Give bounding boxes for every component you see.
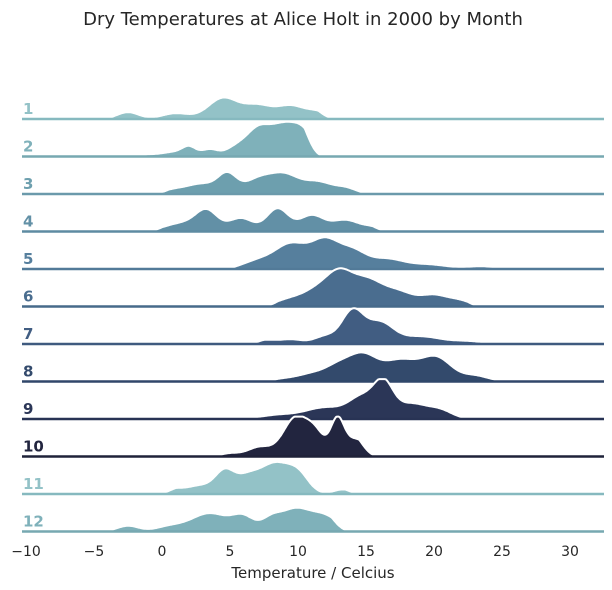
density-area-7: [243, 308, 516, 344]
ridge-month-8: 8: [22, 351, 604, 383]
density-outline-6: [257, 267, 489, 308]
x-tick-label: 20: [425, 544, 443, 560]
density-outline-10: [202, 415, 380, 458]
density-area-5: [216, 237, 516, 269]
ridge-month-7: 7: [22, 307, 604, 346]
density-area-2: [128, 121, 326, 157]
x-tick-label: 30: [561, 544, 579, 560]
density-outline-12: [94, 506, 353, 533]
ridge-month-6: 6: [22, 267, 604, 308]
density-outline-3: [148, 170, 380, 195]
month-label-7: 7: [23, 325, 33, 343]
density-outline-8: [257, 351, 516, 383]
density-area-4: [141, 208, 394, 232]
ridge-month-12: 12: [22, 506, 604, 533]
ridge-month-3: 3: [22, 170, 604, 196]
month-label-1: 1: [23, 100, 33, 118]
month-label-4: 4: [23, 213, 33, 231]
month-label-2: 2: [23, 138, 33, 156]
month-label-6: 6: [23, 288, 33, 306]
ridge-month-4: 4: [22, 207, 604, 233]
density-outline-5: [216, 236, 516, 270]
x-tick-label: 25: [493, 544, 511, 560]
x-tick-label: −5: [84, 544, 105, 560]
ridge-month-11: 11: [22, 460, 604, 496]
ridge-month-2: 2: [22, 120, 604, 158]
density-outline-4: [141, 207, 394, 233]
ridge-month-10: 10: [22, 415, 604, 458]
x-tick-label: 15: [357, 544, 375, 560]
density-outline-9: [202, 378, 489, 420]
month-label-8: 8: [23, 363, 33, 381]
density-outline-7: [243, 307, 516, 345]
density-outline-2: [127, 120, 326, 158]
month-label-12: 12: [23, 513, 44, 531]
density-outline-1: [94, 96, 339, 120]
x-tick-label: 10: [289, 544, 307, 560]
x-axis-ticks: −10 −5 0 5 10 15 20 25 30: [11, 544, 579, 560]
ridge-month-5: 5: [22, 236, 604, 271]
density-area-6: [257, 268, 489, 307]
month-label-9: 9: [23, 400, 33, 418]
density-area-9: [202, 379, 489, 419]
x-tick-label: 5: [226, 544, 235, 560]
x-tick-label: −10: [11, 544, 41, 560]
x-axis-label: Temperature / Celcius: [230, 564, 394, 582]
density-area-8: [257, 352, 516, 382]
density-area-1: [94, 97, 339, 119]
month-label-11: 11: [23, 475, 44, 493]
ridge-month-1: 1: [22, 96, 604, 121]
density-area-11: [155, 461, 366, 494]
density-outline-11: [155, 460, 366, 495]
density-area-10: [202, 416, 380, 457]
ridge-month-9: 9: [22, 378, 604, 421]
density-area-12: [94, 507, 353, 532]
chart-title: Dry Temperatures at Alice Holt in 2000 b…: [83, 9, 523, 30]
density-area-3: [148, 171, 380, 194]
month-label-10: 10: [23, 438, 44, 456]
month-label-3: 3: [23, 175, 33, 193]
x-tick-label: 0: [158, 544, 167, 560]
month-label-5: 5: [23, 250, 33, 268]
